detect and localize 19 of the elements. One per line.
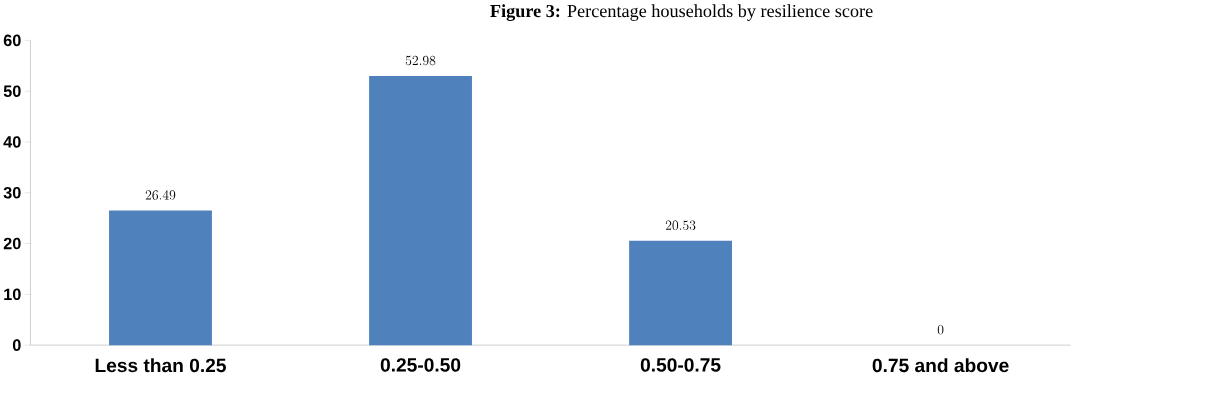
x-tick-label: 0.50-0.75 [640, 358, 721, 372]
data-label: 20.53 [665, 220, 696, 231]
y-tick-label: 40 [3, 136, 21, 148]
bar [629, 240, 732, 346]
y-tick-label: 20 [3, 237, 21, 250]
data-label: 52.98 [405, 55, 436, 66]
data-label: 26.49 [145, 190, 176, 200]
y-tick-label: 10 [4, 288, 21, 301]
x-tick-label: Less than 0.25 [95, 358, 226, 373]
y-tick-label: 60 [3, 34, 21, 47]
chart-title: Figure 3: Percentage households by resilience score [490, 4, 873, 21]
bar [369, 76, 472, 346]
x-tick-label: 0.25-0.50 [380, 358, 461, 372]
data-label: 0 [937, 324, 944, 335]
y-tick-label: 0 [12, 339, 21, 351]
y-tick-label: 30 [3, 186, 21, 199]
x-tick-label: 0.75 and above [872, 358, 1009, 373]
y-tick-label: 50 [3, 85, 21, 97]
bar [109, 210, 212, 346]
